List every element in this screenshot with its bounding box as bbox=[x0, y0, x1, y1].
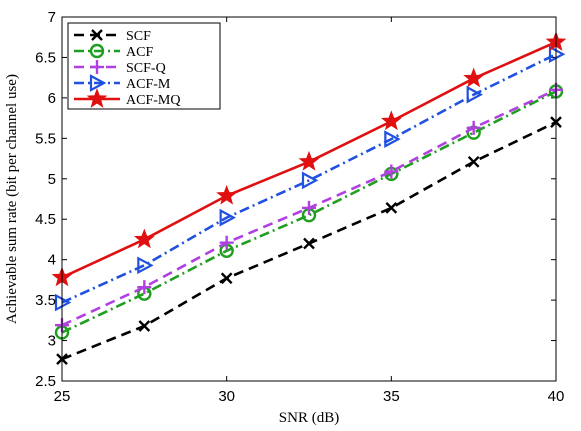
data-point-scf bbox=[467, 155, 480, 168]
data-point-scf bbox=[138, 320, 151, 332]
y-tick-label: 6.5 bbox=[35, 49, 56, 66]
x-axis-title: SNR (dB) bbox=[279, 410, 339, 426]
y-tick-label: 7 bbox=[48, 9, 56, 26]
data-point-acf-mq bbox=[216, 184, 238, 205]
data-point-acf-mq bbox=[463, 67, 485, 88]
legend-entry-scf: SCF bbox=[74, 29, 151, 44]
legend-entry-acf-m: ACF-M bbox=[74, 74, 171, 92]
series-line-acf-m bbox=[61, 53, 557, 304]
legend-marker-acf-m bbox=[89, 74, 107, 92]
y-tick-label: 6 bbox=[48, 90, 56, 107]
data-point-acf-mq bbox=[298, 150, 320, 171]
plot-area-frame bbox=[61, 16, 557, 382]
legend-label: ACF-MQ bbox=[126, 93, 180, 108]
legend-marker-acf bbox=[89, 43, 105, 59]
y-tick-label: 2.5 bbox=[35, 373, 56, 390]
y-tick-label: 5 bbox=[48, 171, 56, 188]
y-axis-title: Achievable sum rate (bit per channel use… bbox=[4, 74, 20, 324]
x-tick-label: 30 bbox=[218, 388, 235, 405]
data-point-acf-m bbox=[301, 171, 319, 190]
y-tick-label: 3 bbox=[48, 333, 56, 350]
legend-label: ACF-M bbox=[126, 77, 171, 92]
legend-entry-acf-mq: ACF-MQ bbox=[74, 88, 180, 108]
y-tick-label: 4.5 bbox=[35, 211, 56, 228]
data-point-scf bbox=[303, 237, 315, 250]
y-tick-label: 4 bbox=[48, 252, 56, 269]
series-layer bbox=[51, 31, 567, 366]
data-point-scf-q bbox=[384, 164, 399, 179]
data-point-scf-q bbox=[302, 200, 316, 215]
y-tick-label: 3.5 bbox=[35, 292, 56, 309]
y-tick-label: 5.5 bbox=[35, 130, 56, 147]
data-point-scf-q bbox=[219, 235, 234, 250]
x-tick-label: 40 bbox=[548, 388, 565, 405]
data-point-acf-mq bbox=[380, 110, 402, 131]
legend-entry-scf-q: SCF-Q bbox=[74, 60, 166, 76]
series-scf-q bbox=[55, 82, 563, 333]
x-tick-label: 25 bbox=[54, 388, 71, 405]
legend-marker-acf-mq bbox=[86, 88, 108, 108]
legend-label: SCF-Q bbox=[126, 61, 166, 76]
data-point-scf bbox=[385, 202, 398, 214]
legend-label: SCF bbox=[126, 29, 151, 44]
legend-marker-scf-q bbox=[90, 60, 104, 74]
legend-label: ACF bbox=[126, 45, 153, 60]
data-point-acf-m bbox=[137, 256, 154, 275]
data-point-scf-q bbox=[137, 280, 152, 295]
legend-entry-acf: ACF bbox=[74, 43, 153, 60]
x-tick-label: 35 bbox=[383, 388, 400, 405]
data-point-acf-m bbox=[219, 208, 236, 227]
data-point-acf-mq bbox=[133, 228, 155, 249]
data-point-acf-m bbox=[466, 85, 483, 104]
data-point-scf bbox=[220, 272, 233, 285]
legend-marker-scf bbox=[91, 29, 103, 41]
tick-labels: 25 30 35 40 2.5 3 3.5 4 4.5 5 5.5 6 6.5 7 bbox=[35, 9, 564, 405]
data-point-scf-q bbox=[466, 120, 481, 135]
data-point-acf-m bbox=[384, 130, 401, 148]
